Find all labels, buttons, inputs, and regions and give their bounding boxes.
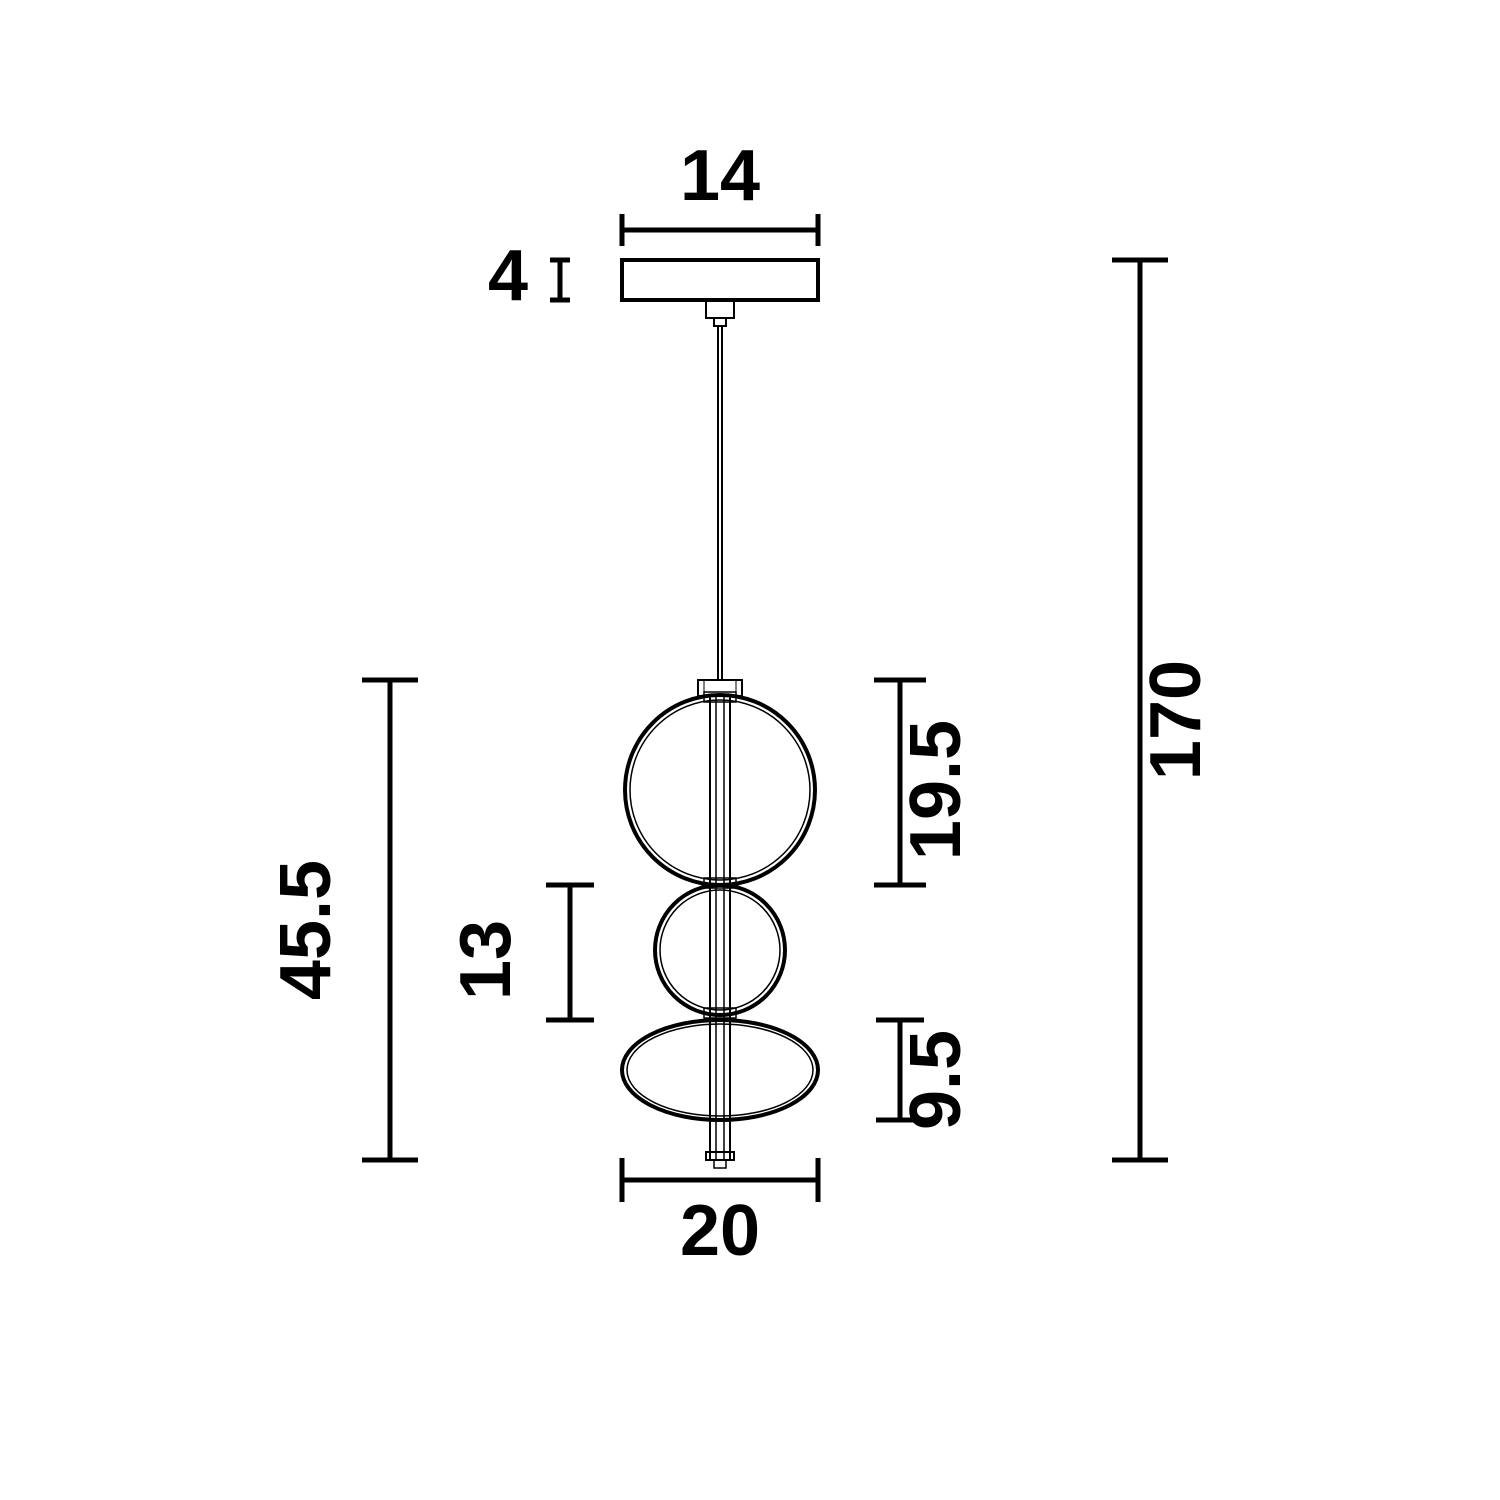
dim-13 — [546, 885, 594, 1020]
dim-4-label: 4 — [488, 236, 528, 316]
dim-4 — [550, 260, 570, 300]
dim-19-5-label: 19.5 — [896, 720, 976, 860]
dim-45-5-label: 45.5 — [266, 860, 346, 1000]
dim-170-label: 170 — [1136, 660, 1216, 780]
dim-45-5 — [362, 680, 418, 1160]
dim-9-5-label: 9.5 — [896, 1030, 976, 1130]
dim-14-label: 14 — [680, 136, 760, 216]
dim-20-label: 20 — [680, 1191, 760, 1271]
technical-drawing: 14 4 170 45.5 19.5 13 9.5 20 — [0, 0, 1500, 1500]
dim-13-label: 13 — [446, 920, 526, 1000]
dim-14 — [622, 214, 818, 246]
